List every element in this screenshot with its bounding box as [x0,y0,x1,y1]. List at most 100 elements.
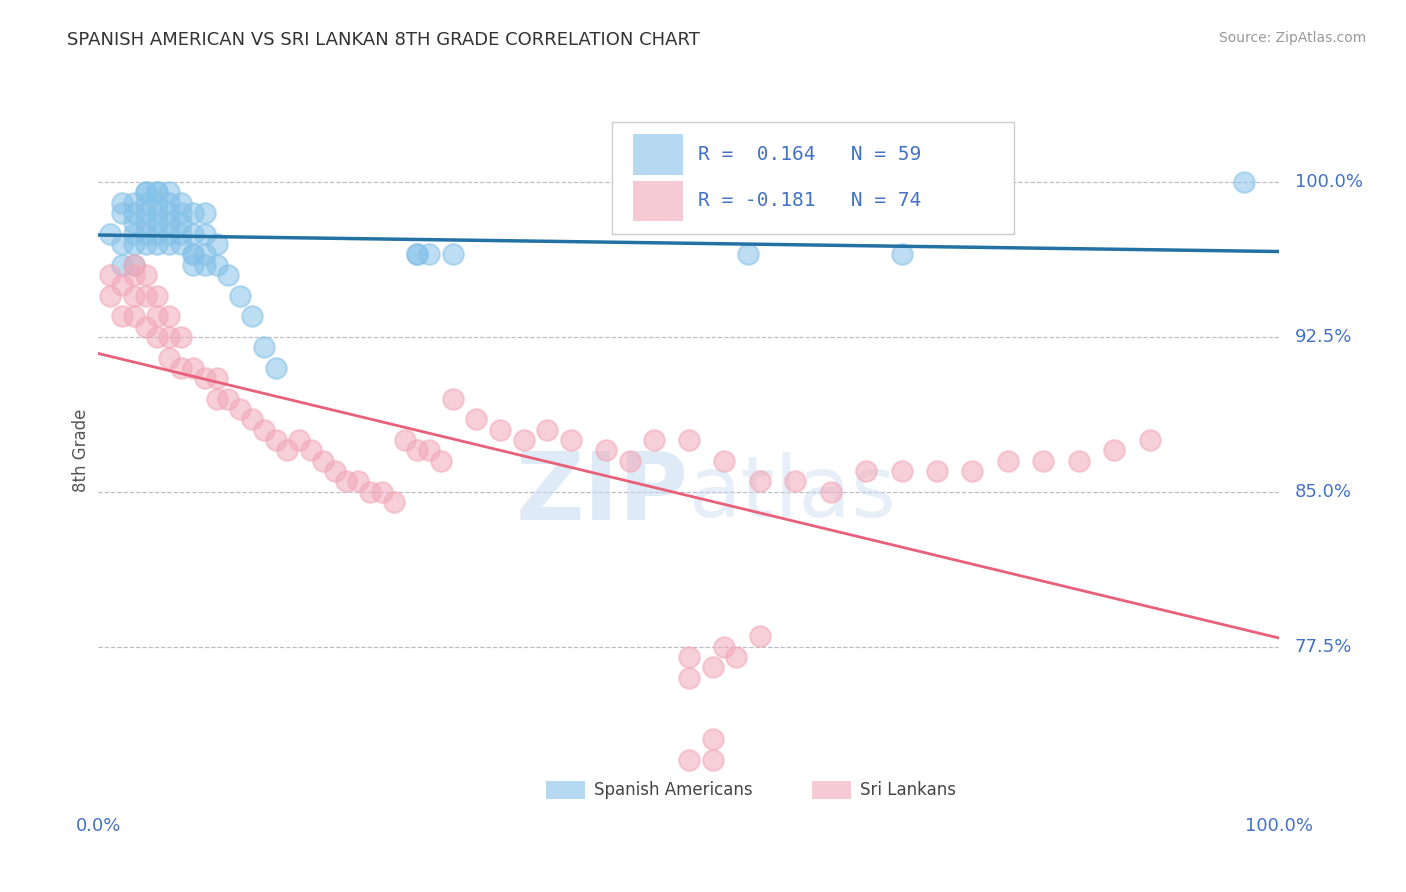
Point [962,464,984,478]
Point [276,443,298,458]
Point [98,268,121,282]
Point [229,288,252,302]
Point [253,423,276,437]
Point [146,288,169,302]
Point [489,423,512,437]
Point [418,247,440,261]
Point [122,216,145,230]
Point [430,454,453,468]
Point [678,753,700,767]
Point [122,258,145,272]
Point [323,464,346,478]
Y-axis label: 8th Grade: 8th Grade [72,409,90,492]
Point [725,649,748,664]
Point [536,423,558,437]
Point [194,371,217,385]
Text: atlas: atlas [689,452,897,535]
Text: 92.5%: 92.5% [1295,328,1353,346]
Point [98,288,121,302]
Point [997,454,1019,468]
Point [713,640,735,654]
Point [122,237,145,252]
Point [135,216,157,230]
Text: R = -0.181   N = 74: R = -0.181 N = 74 [699,191,922,211]
Point [205,371,228,385]
Point [382,495,405,509]
Point [170,330,193,344]
Point [111,195,134,210]
Point [406,247,429,261]
Text: Source: ZipAtlas.com: Source: ZipAtlas.com [1219,31,1367,45]
Point [406,247,429,261]
Point [347,475,370,489]
Point [157,237,180,252]
Text: Sri Lankans: Sri Lankans [860,781,956,799]
Point [205,392,228,406]
FancyBboxPatch shape [612,121,1014,234]
FancyBboxPatch shape [634,180,683,221]
Point [264,360,287,375]
Point [737,247,759,261]
Point [146,216,169,230]
Point [253,340,276,354]
Point [146,206,169,220]
Point [1067,454,1090,468]
Point [157,330,180,344]
Point [406,443,429,458]
Point [205,258,228,272]
Point [702,732,724,747]
Point [229,402,252,417]
Point [194,258,217,272]
Point [135,195,157,210]
Point [1139,433,1161,447]
Point [288,433,311,447]
Point [240,310,263,324]
Point [194,247,217,261]
Point [512,433,534,447]
Point [643,433,665,447]
Point [299,443,322,458]
Point [217,392,239,406]
Point [122,288,145,302]
Point [890,464,912,478]
Point [394,433,416,447]
Point [678,649,700,664]
Point [441,392,464,406]
Point [157,186,180,200]
Point [678,671,700,685]
Text: 85.0%: 85.0% [1295,483,1351,500]
Point [122,310,145,324]
Point [146,237,169,252]
Point [122,227,145,241]
Point [194,206,217,220]
Point [157,216,180,230]
Point [111,258,134,272]
Point [619,454,641,468]
Point [678,433,700,447]
Point [135,319,157,334]
Point [240,412,263,426]
Point [135,186,157,200]
Point [595,443,617,458]
Point [713,454,735,468]
Text: R =  0.164   N = 59: R = 0.164 N = 59 [699,145,922,164]
Point [111,206,134,220]
Point [181,258,204,272]
Point [181,206,204,220]
Point [146,227,169,241]
FancyBboxPatch shape [546,780,585,799]
Point [1032,454,1054,468]
Point [785,475,807,489]
Point [560,433,582,447]
Point [135,268,157,282]
Point [1233,175,1256,189]
Point [146,186,169,200]
Point [702,660,724,674]
Point [194,227,217,241]
Point [157,351,180,365]
Point [135,227,157,241]
Point [157,206,180,220]
Point [146,330,169,344]
Point [146,310,169,324]
FancyBboxPatch shape [811,780,851,799]
